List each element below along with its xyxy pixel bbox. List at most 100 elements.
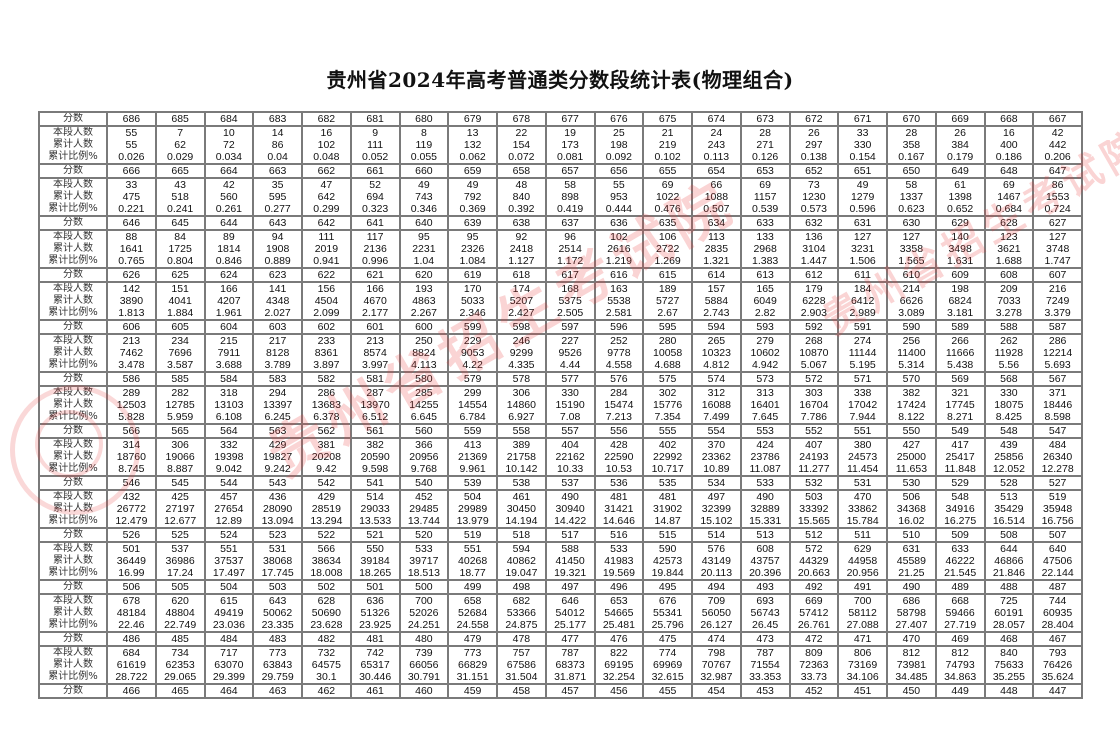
cumulative-value: 4207 (217, 295, 241, 307)
score-cell: 479 (447, 631, 498, 647)
cumulative-value: 33392 (799, 503, 829, 515)
cumulative-value: 12785 (165, 399, 195, 411)
data-cell: 537 36986 17.24 (154, 541, 206, 581)
percent-value: 16.02 (898, 515, 925, 527)
score-cell: 454 (691, 683, 742, 699)
count-value: 69 (1003, 179, 1015, 191)
count-value: 279 (756, 335, 774, 347)
percent-value: 0.596 (849, 203, 876, 215)
data-cell: 717 63070 29.399 (203, 645, 255, 685)
count-value: 773 (463, 647, 482, 659)
count-value: 643 (268, 595, 287, 607)
data-cell: 501 36449 16.99 (106, 541, 157, 581)
data-cell: 10 72 0.034 (203, 125, 255, 165)
score-row: 分数 606 605 604 603 602 601 600 599 598 597 596 595 59… (38, 319, 1083, 335)
score-cell: 635 (642, 215, 693, 231)
percent-value: 1.688 (995, 255, 1023, 267)
cumulative-value: 475 (122, 191, 141, 203)
data-cell: 166 4207 1.961 (203, 281, 255, 321)
cumulative-value: 2968 (753, 243, 777, 255)
data-cell: 117 2136 0.996 (349, 229, 401, 269)
cumulative-value: 2326 (460, 243, 485, 255)
data-cell: 481 31902 14.87 (642, 489, 693, 529)
percent-value: 0.241 (166, 203, 194, 215)
score-cell: 574 (691, 371, 742, 387)
data-cell: 256 11400 5.314 (886, 333, 937, 373)
percent-value: 15.331 (749, 515, 782, 527)
count-value: 35 (271, 179, 284, 191)
percent-value: 0.277 (264, 203, 291, 215)
cumulative-value: 5207 (509, 295, 534, 307)
score-cell: 634 (691, 215, 742, 231)
cumulative-value: 48804 (165, 607, 195, 619)
score-cell: 583 (252, 371, 303, 387)
data-cell: 69 1022 0.476 (642, 177, 693, 217)
cumulative-value: 3104 (802, 243, 826, 255)
score-label: 分数 (38, 319, 108, 335)
score-cell: 563 (252, 423, 303, 439)
count-value: 588 (561, 543, 579, 555)
cumulative-label: 累计人数 (53, 139, 93, 150)
score-cell: 612 (788, 267, 840, 283)
data-cell: 417 25417 11.848 (934, 437, 986, 477)
count-value: 266 (951, 335, 969, 347)
count-value: 294 (268, 387, 287, 399)
cumulative-value: 72363 (799, 659, 829, 671)
count-value: 285 (415, 387, 433, 399)
percent-value: 3.688 (215, 359, 243, 371)
count-value: 133 (756, 231, 774, 243)
cumulative-label: 累计人数 (53, 399, 93, 410)
cumulative-value: 44329 (799, 555, 829, 567)
cumulative-value: 1022 (655, 191, 680, 203)
score-cell: 662 (301, 163, 352, 179)
data-cell: 170 5033 2.346 (447, 281, 498, 321)
cumulative-value: 1157 (753, 191, 777, 203)
count-value: 156 (317, 283, 336, 295)
count-value: 55 (125, 127, 138, 139)
score-cell: 581 (349, 371, 401, 387)
count-value: 682 (512, 595, 531, 607)
score-cell: 523 (252, 527, 303, 543)
count-value: 58 (905, 179, 918, 191)
count-value: 590 (658, 543, 677, 555)
score-cell: 564 (203, 423, 255, 439)
cumulative-value: 2136 (363, 243, 387, 255)
percent-value: 11.454 (846, 463, 879, 475)
score-cell: 637 (544, 215, 596, 231)
score-cell: 507 (1032, 527, 1083, 543)
score-cell: 681 (349, 111, 401, 127)
data-cell: 533 41983 19.569 (593, 541, 645, 581)
percent-label: 累计比例% (48, 255, 98, 266)
data-cell: 265 10323 4.812 (691, 333, 742, 373)
data-cell: 457 27654 12.89 (203, 489, 255, 529)
score-cell: 656 (593, 163, 645, 179)
percent-label: 累计比例% (48, 463, 98, 474)
cumulative-value: 60191 (994, 607, 1024, 619)
data-cell: 429 19827 9.242 (252, 437, 303, 477)
count-value: 168 (561, 283, 579, 295)
data-cell: 633 46222 21.545 (934, 541, 986, 581)
score-cell: 524 (203, 527, 255, 543)
data-cell: 9 111 0.052 (349, 125, 401, 165)
cumulative-value: 154 (512, 139, 531, 151)
percent-value: 26.127 (700, 619, 733, 631)
score-cell: 516 (593, 527, 645, 543)
percent-value: 0.392 (508, 203, 535, 215)
count-value: 88 (125, 231, 138, 243)
data-cell: 233 8361 3.897 (301, 333, 352, 373)
count-value: 330 (561, 387, 579, 399)
score-cell: 557 (544, 423, 596, 439)
data-cell: 519 35948 16.756 (1032, 489, 1083, 529)
count-value: 165 (756, 283, 774, 295)
data-cell: 314 18760 8.745 (106, 437, 157, 477)
percent-value: 21.25 (898, 567, 925, 579)
count-value: 840 (1000, 647, 1018, 659)
cumulative-value: 41450 (555, 555, 585, 567)
data-cell: 106 2722 1.269 (642, 229, 693, 269)
percent-value: 31.504 (505, 671, 538, 683)
cumulative-value: 59466 (945, 607, 975, 619)
score-cell: 482 (301, 631, 352, 647)
score-cell: 458 (496, 683, 547, 699)
percent-value: 34.106 (846, 671, 879, 683)
count-value: 633 (951, 543, 969, 555)
